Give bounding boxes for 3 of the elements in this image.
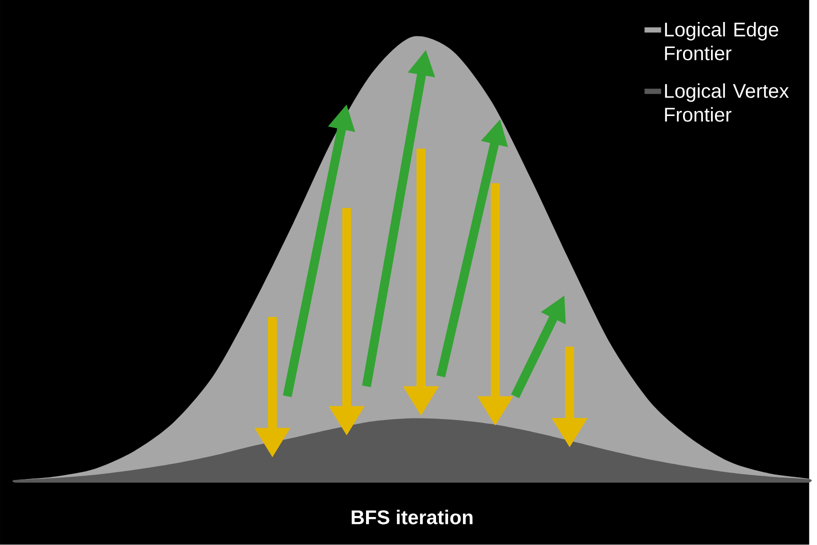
legend-label: Logical Edge Frontier [665,22,778,60]
x-axis-title: BFS iteration [352,510,472,524]
legend-label: Logical Vertex Frontier [665,83,789,122]
